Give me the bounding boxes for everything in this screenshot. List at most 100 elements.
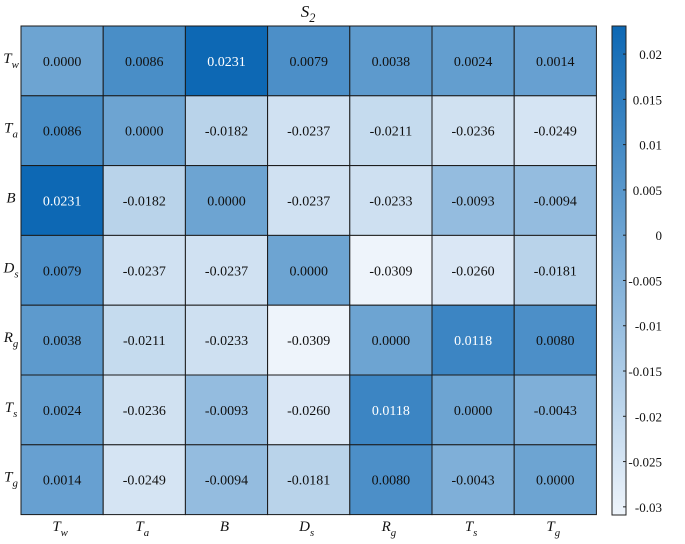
cell-value-label: -0.0236 [452, 125, 495, 140]
heatmap-cell [102, 165, 186, 236]
cell-value-label: 0.0014 [536, 55, 575, 70]
heatmap-cell [431, 25, 515, 97]
heatmap-cell [267, 234, 351, 306]
cell-value-label: -0.0182 [123, 195, 166, 210]
heatmap-cell [513, 165, 597, 236]
heatmap-cell [431, 165, 515, 236]
cell-value-label: -0.0237 [205, 264, 248, 279]
heatmap-cell [20, 304, 104, 376]
cell-value-label: -0.0093 [205, 404, 248, 419]
colorbar-tick-label: 0 [656, 228, 663, 243]
cell-value-label: 0.0024 [43, 404, 82, 419]
cell-value-label: -0.0249 [534, 125, 577, 140]
cell-value-label: 0.0079 [289, 55, 328, 70]
cell-value-label: -0.0211 [370, 125, 413, 140]
cell-value-label: -0.0093 [452, 195, 495, 210]
cell-value-label: 0.0118 [372, 404, 410, 419]
cell-value-label: -0.0094 [205, 474, 248, 489]
cell-value-label: -0.0233 [205, 334, 248, 349]
row-label: Rg [3, 330, 19, 350]
heatmap-cell [267, 25, 351, 97]
heatmap-cell [184, 95, 269, 167]
heatmap-cell [184, 444, 269, 516]
cell-value-label: 0.0086 [125, 55, 164, 70]
cell-value-label: 0.0231 [43, 195, 82, 210]
heatmap-cell [267, 374, 351, 446]
colorbar-tick-label: 0.005 [633, 183, 662, 198]
column-label: Tw [52, 519, 68, 539]
colorbar [611, 25, 627, 516]
heatmap-cell [513, 304, 597, 376]
cell-value-label: 0.0000 [207, 195, 246, 210]
heatmap-cell [349, 25, 433, 97]
cell-value-label: 0.0086 [43, 125, 82, 140]
cell-value-label: 0.0231 [207, 55, 246, 70]
colorbar-tick-label: -0.015 [628, 364, 662, 379]
cell-value-label: -0.0236 [123, 404, 166, 419]
cell-value-label: -0.0260 [452, 264, 495, 279]
heatmap-cell [267, 444, 351, 516]
cell-value-label: -0.0249 [123, 474, 166, 489]
cell-value-label: 0.0024 [454, 55, 493, 70]
cell-value-label: 0.0118 [454, 334, 492, 349]
colorbar-tick-label: -0.005 [628, 273, 662, 288]
row-label: Ts [5, 400, 18, 420]
cell-value-label: -0.0233 [369, 195, 412, 210]
column-label: Ds [298, 519, 314, 539]
heatmap-cell [267, 165, 351, 236]
column-label: B [220, 519, 229, 535]
cell-value-label: 0.0000 [536, 474, 575, 489]
heatmap-cell [102, 234, 186, 306]
heatmap-cell [20, 25, 104, 97]
column-label: Rg [381, 519, 397, 539]
colorbar-tick-label: 0.01 [639, 138, 662, 153]
heatmap-cell [184, 374, 269, 446]
cell-value-label: -0.0260 [287, 404, 330, 419]
cell-value-label: -0.0237 [287, 125, 330, 140]
row-label: Ds [2, 260, 18, 280]
heatmap-cell [431, 234, 515, 306]
cell-value-label: 0.0000 [454, 404, 493, 419]
cell-value-label: 0.0014 [43, 474, 82, 489]
heatmap-cell [431, 95, 515, 167]
cell-value-label: -0.0043 [452, 474, 495, 489]
cell-value-label: -0.0309 [369, 264, 412, 279]
heatmap-cell [20, 444, 104, 516]
cell-value-label: -0.0181 [534, 264, 577, 279]
cell-value-label: 0.0038 [43, 334, 82, 349]
cell-value-label: 0.0000 [43, 55, 82, 70]
heatmap-cell [20, 234, 104, 306]
heatmap-cell [349, 374, 433, 446]
row-label: B [6, 191, 15, 207]
row-label: Tg [4, 470, 18, 490]
heatmap-cell [349, 165, 433, 236]
colorbar-tick-label: -0.01 [635, 319, 662, 334]
colorbar-tick-label: -0.02 [635, 409, 662, 424]
heatmap-cell [349, 95, 433, 167]
heatmap-cell [184, 304, 269, 376]
heatmap-cell [513, 234, 597, 306]
colorbar-tick-label: -0.03 [635, 500, 662, 515]
cell-value-label: -0.0237 [287, 195, 330, 210]
cell-value-label: -0.0094 [534, 195, 577, 210]
cell-value-label: -0.0043 [534, 404, 577, 419]
heatmap-cell [431, 444, 515, 516]
cell-value-label: 0.0000 [372, 334, 411, 349]
colorbar-tick-label: -0.025 [628, 455, 662, 470]
chart-title: S2 [301, 2, 316, 25]
column-label: Ts [465, 519, 478, 539]
heatmap-cell [349, 444, 433, 516]
cell-value-label: -0.0181 [287, 474, 330, 489]
heatmap-cell [184, 25, 269, 97]
cell-value-label: 0.0080 [372, 474, 411, 489]
heatmap-cell [102, 25, 186, 97]
heatmap-cell [20, 374, 104, 446]
column-label: Tg [546, 519, 560, 539]
heatmap-cell [513, 95, 597, 167]
heatmap-cell [20, 95, 104, 167]
heatmap-cell [102, 374, 186, 446]
column-label: Ta [135, 519, 149, 539]
cell-value-label: 0.0038 [372, 55, 411, 70]
heatmap-cell [184, 165, 269, 236]
